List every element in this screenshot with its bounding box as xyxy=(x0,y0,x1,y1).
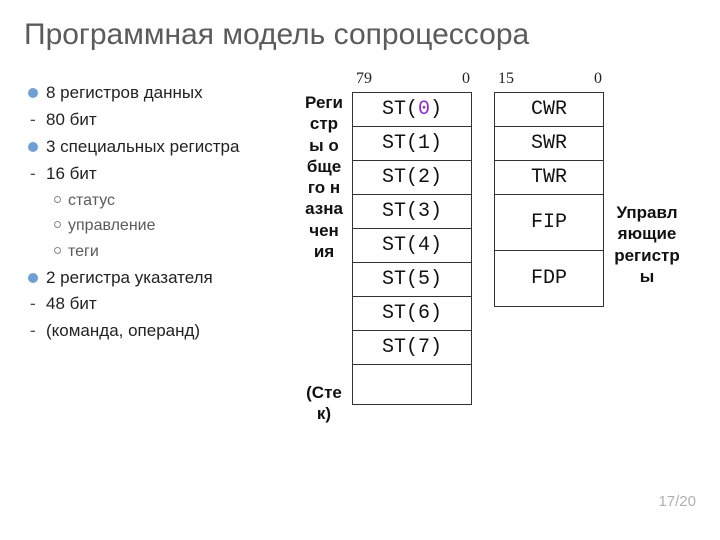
dash-text: 80 бит xyxy=(46,110,97,129)
bullet-dot-icon xyxy=(28,88,38,98)
sub-2: управление xyxy=(24,215,304,237)
sub-text: статус xyxy=(68,192,115,209)
bit-0-left: 0 xyxy=(462,70,470,88)
gpr-label: Регистры общего назначения xyxy=(304,92,344,262)
ctrl-cell: SWR xyxy=(495,127,603,161)
st-prefix: ST( xyxy=(382,98,418,121)
bullet-1: 8 регистров данных xyxy=(24,82,304,105)
stack-cell: ST(2) xyxy=(353,161,471,195)
control-registers: CWR SWR TWR FIP FDP xyxy=(494,92,604,307)
bit-0-right: 0 xyxy=(594,70,602,88)
dash-text: 16 бит xyxy=(46,164,97,183)
ring-icon xyxy=(54,247,61,254)
bit-79: 79 xyxy=(356,70,372,88)
sub-3: теги xyxy=(24,241,304,263)
dash-1: 80 бит xyxy=(24,109,304,132)
dash-text: (команда, операнд) xyxy=(46,321,200,340)
sub-text: теги xyxy=(68,243,99,260)
stack-cell: ST(7) xyxy=(353,331,471,365)
stack-cell: ST(3) xyxy=(353,195,471,229)
ring-icon xyxy=(54,221,61,228)
ring-icon xyxy=(54,196,61,203)
page-number: 17/20 xyxy=(658,493,696,510)
stack-cell: ST(1) xyxy=(353,127,471,161)
dash-3: 48 бит xyxy=(24,293,304,316)
bullet-3: 2 регистра указателя xyxy=(24,267,304,290)
ctrl-label: Управляющие регистры xyxy=(612,202,682,287)
stack-cell: ST(5) xyxy=(353,263,471,297)
bullet-dot-icon xyxy=(28,273,38,283)
bullet-text: 2 регистра указателя xyxy=(46,268,213,287)
stack-label: (Стек) xyxy=(304,382,344,425)
dash-text: 48 бит xyxy=(46,294,97,313)
stack-registers: ST(0) ST(1) ST(2) ST(3) ST(4) ST(5) ST(6… xyxy=(352,92,472,405)
bullet-text: 3 специальных регистра xyxy=(46,137,239,156)
stack-empty xyxy=(353,365,471,405)
ctrl-cell: FIP xyxy=(495,195,603,251)
dash-2: 16 бит xyxy=(24,163,304,186)
bit-15: 15 xyxy=(498,70,514,88)
ctrl-cell: TWR xyxy=(495,161,603,195)
ctrl-cell: CWR xyxy=(495,93,603,127)
bullet-2: 3 специальных регистра xyxy=(24,136,304,159)
sub-text: управление xyxy=(68,217,156,234)
ctrl-cell: FDP xyxy=(495,251,603,307)
st-suffix: ) xyxy=(430,98,442,121)
bullet-list: 8 регистров данных 80 бит 3 специальных … xyxy=(24,82,304,502)
stack-cell: ST(4) xyxy=(353,229,471,263)
slide-title: Программная модель сопроцессора xyxy=(0,0,720,52)
diagram-area: Регистры общего назначения (Стек) 79 0 1… xyxy=(304,82,704,502)
st0-index: 0 xyxy=(418,98,430,121)
content-area: 8 регистров данных 80 бит 3 специальных … xyxy=(0,52,720,502)
stack-cell: ST(6) xyxy=(353,297,471,331)
dash-4: (команда, операнд) xyxy=(24,320,304,343)
bullet-text: 8 регистров данных xyxy=(46,83,203,102)
stack-cell-0: ST(0) xyxy=(353,93,471,127)
sub-1: статус xyxy=(24,190,304,212)
bullet-dot-icon xyxy=(28,142,38,152)
